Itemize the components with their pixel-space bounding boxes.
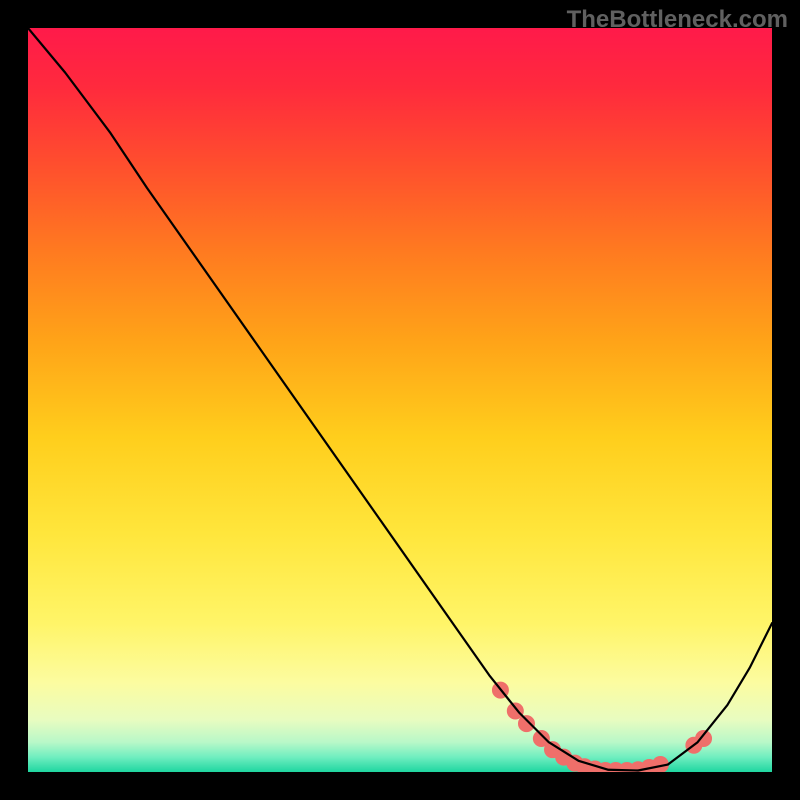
chart-markers — [492, 682, 711, 772]
watermark-text: TheBottleneck.com — [567, 6, 788, 34]
chart-curve — [28, 28, 772, 771]
chart-plot-area — [28, 28, 772, 772]
chart-curve-layer — [28, 28, 772, 772]
chart-marker — [518, 716, 534, 732]
chart-marker — [507, 703, 523, 719]
chart-marker — [696, 731, 712, 747]
